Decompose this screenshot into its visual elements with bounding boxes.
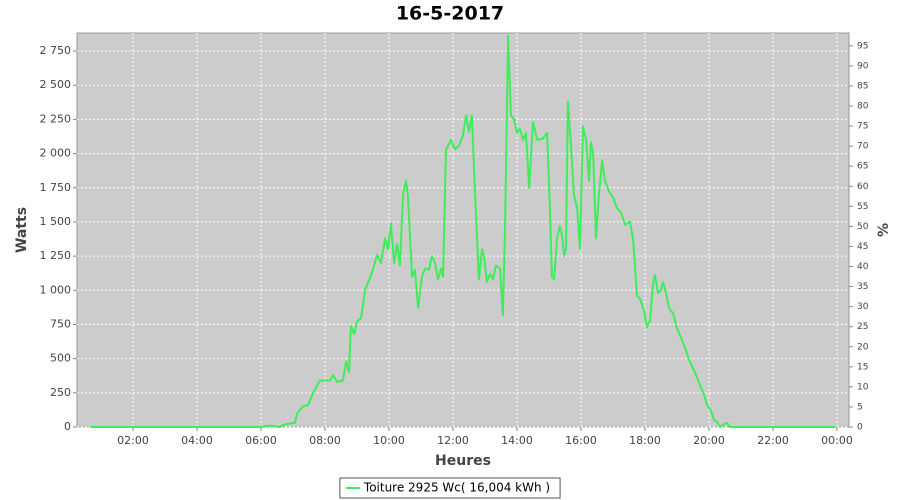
chart-title: 16-5-2017 xyxy=(396,3,504,25)
y-tick-label: 1 250 xyxy=(40,249,72,262)
line-series xyxy=(90,35,836,428)
y-tick-label: 2 250 xyxy=(40,112,72,125)
y-tick-label: 1 500 xyxy=(40,215,72,228)
x-tick-label: 22:00 xyxy=(757,434,789,447)
y-tick-label: 2 500 xyxy=(40,78,72,91)
y2-axis-title: % xyxy=(876,223,892,237)
x-tick-label: 18:00 xyxy=(629,434,661,447)
x-tick-label: 06:00 xyxy=(245,434,277,447)
y2-tick-label: 90 xyxy=(857,61,869,71)
y2-tick-label: 95 xyxy=(857,41,868,51)
x-tick-label: 20:00 xyxy=(693,434,725,447)
y2-tick-label: 70 xyxy=(857,142,869,152)
y-tick-label: 500 xyxy=(50,352,71,365)
y2-tick-label: 25 xyxy=(857,322,868,332)
y-tick-label: 250 xyxy=(50,386,71,399)
x-tick-label: 14:00 xyxy=(501,434,533,447)
x-tick-label: 12:00 xyxy=(437,434,469,447)
y2-tick-label: 75 xyxy=(857,122,868,132)
y-tick-label: 750 xyxy=(50,317,71,330)
y-tick-label: 2 750 xyxy=(40,44,72,57)
plot-area xyxy=(76,32,850,428)
legend-box xyxy=(339,477,561,499)
x-tick-label: 16:00 xyxy=(565,434,597,447)
x-tick-label: 02:00 xyxy=(117,434,149,447)
y-tick-label: 2 000 xyxy=(40,147,72,160)
y2-tick-label: 35 xyxy=(857,282,868,292)
x-tick-label: 04:00 xyxy=(181,434,213,447)
y2-tick-label: 65 xyxy=(857,162,868,172)
y2-tick-label: 15 xyxy=(857,362,868,372)
y2-tick-label: 10 xyxy=(857,382,869,392)
y2-tick-label: 80 xyxy=(857,102,869,112)
y2-tick-label: 45 xyxy=(857,242,868,252)
y2-tick-label: 30 xyxy=(857,302,869,312)
y2-tick-label: 85 xyxy=(857,81,868,91)
x-tick-label: 10:00 xyxy=(373,434,405,447)
y2-tick-label: 55 xyxy=(857,202,868,212)
x-tick-label: 00:00 xyxy=(821,434,853,447)
x-tick-label: 08:00 xyxy=(309,434,341,447)
y-tick-label: 1 000 xyxy=(40,283,72,296)
y2-tick-label: 20 xyxy=(857,342,869,352)
y-axis-title: Watts xyxy=(14,207,30,253)
y-tick-label: 1 750 xyxy=(40,181,72,194)
y-tick-label: 0 xyxy=(64,420,71,433)
legend-label: Toiture 2925 Wc( 16,004 kWh ) xyxy=(363,481,550,495)
y2-tick-label: 0 xyxy=(857,423,863,433)
y2-tick-label: 5 xyxy=(857,402,863,412)
y2-tick-label: 60 xyxy=(857,182,869,192)
y2-tick-label: 50 xyxy=(857,222,869,232)
y2-tick-label: 40 xyxy=(857,262,869,272)
x-axis-title: Heures xyxy=(435,453,491,469)
